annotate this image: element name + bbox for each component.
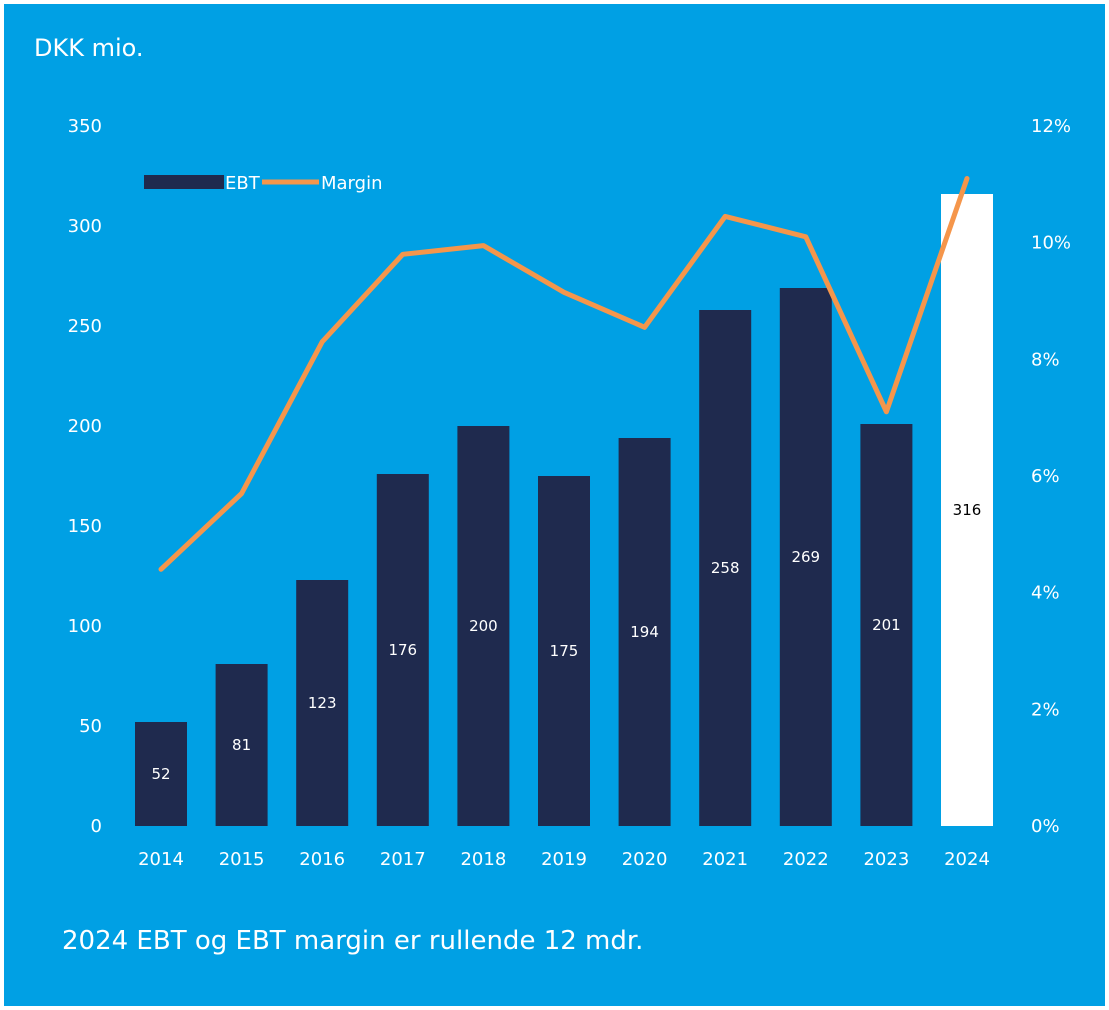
- x-axis-tick-label: 2019: [541, 849, 587, 870]
- left-y-axis: 0 50 100 150 200 250 300 350: [68, 116, 102, 837]
- margin-line-series: [158, 176, 970, 572]
- ebt-data-label: 316: [953, 501, 982, 519]
- ebt-margin-chart: 0 50 100 150 200 250 300 350 0% 2% 4% 6% 8% 10% 12% 2…: [68, 116, 1071, 870]
- ebt-bar: [618, 438, 671, 826]
- margin-line: [158, 176, 970, 572]
- left-axis-tick-label: 150: [68, 516, 102, 537]
- left-axis-tick-label: 300: [68, 216, 102, 237]
- ebt-data-label: 194: [630, 623, 659, 641]
- right-axis-tick-label: 2%: [1031, 699, 1060, 720]
- x-axis-tick-label: 2023: [863, 849, 909, 870]
- right-axis-tick-label: 8%: [1031, 349, 1060, 370]
- left-axis-tick-label: 250: [68, 316, 102, 337]
- ebt-data-label: 269: [791, 548, 820, 566]
- ebt-bar: [538, 476, 590, 826]
- left-axis-tick-label: 100: [68, 616, 102, 637]
- ebt-data-label: 200: [469, 617, 498, 635]
- x-axis-tick-label: 2024: [944, 849, 990, 870]
- right-axis-tick-label: 10%: [1031, 233, 1071, 254]
- ebt-data-label: 258: [711, 559, 740, 577]
- ebt-data-label: 123: [308, 694, 337, 712]
- ebt-bar: [699, 310, 752, 826]
- ebt-data-label: 175: [550, 642, 579, 660]
- ebt-data-label: 201: [872, 616, 901, 634]
- right-axis-tick-label: 4%: [1031, 583, 1060, 604]
- x-axis-tick-label: 2017: [380, 849, 426, 870]
- right-y-axis: 0% 2% 4% 6% 8% 10% 12%: [1031, 116, 1071, 837]
- right-axis-tick-label: 6%: [1031, 466, 1060, 487]
- x-axis: 2014 2015 2016 2017 2018 2019 2020 2021 2022 2023…: [138, 849, 990, 870]
- legend-label-ebt: EBT: [225, 173, 261, 194]
- x-axis-tick-label: 2016: [299, 849, 345, 870]
- left-axis-tick-label: 350: [68, 116, 102, 137]
- x-axis-tick-label: 2021: [702, 849, 748, 870]
- ebt-data-label: 81: [232, 736, 251, 754]
- ebt-bar: [457, 426, 510, 826]
- ebt-data-label: 176: [388, 641, 417, 659]
- ebt-bars: [135, 194, 993, 826]
- x-axis-tick-label: 2018: [460, 849, 506, 870]
- x-axis-tick-label: 2015: [219, 849, 265, 870]
- chart-panel: DKK mio. 0 50 100 150 200 250 300 350 0% 2% 4% 6% 8…: [4, 4, 1105, 1006]
- left-axis-tick-label: 200: [68, 416, 102, 437]
- ebt-data-label: 52: [151, 765, 170, 783]
- ebt-bar: [779, 288, 832, 826]
- footnote: 2024 EBT og EBT margin er rullende 12 md…: [62, 926, 644, 956]
- legend-swatch-ebt: [144, 175, 224, 189]
- x-axis-tick-label: 2020: [622, 849, 668, 870]
- right-axis-tick-label: 0%: [1031, 816, 1060, 837]
- ebt-bar: [215, 664, 268, 826]
- ebt-bar: [860, 424, 913, 826]
- ebt-bar: [376, 474, 429, 826]
- ebt-bar: [296, 580, 349, 826]
- unit-label: DKK mio.: [34, 34, 144, 62]
- ebt-bar: [941, 194, 993, 826]
- left-axis-tick-label: 50: [79, 716, 102, 737]
- legend: EBT Margin: [144, 173, 382, 194]
- ebt-bar-labels: 52 81 123 176 200 175 194 258 269 201 316: [151, 501, 981, 783]
- right-axis-tick-label: 12%: [1031, 116, 1071, 137]
- ebt-bar: [135, 722, 187, 826]
- x-axis-tick-label: 2022: [783, 849, 829, 870]
- left-axis-tick-label: 0: [91, 816, 102, 837]
- legend-label-margin: Margin: [321, 173, 382, 194]
- x-axis-tick-label: 2014: [138, 849, 184, 870]
